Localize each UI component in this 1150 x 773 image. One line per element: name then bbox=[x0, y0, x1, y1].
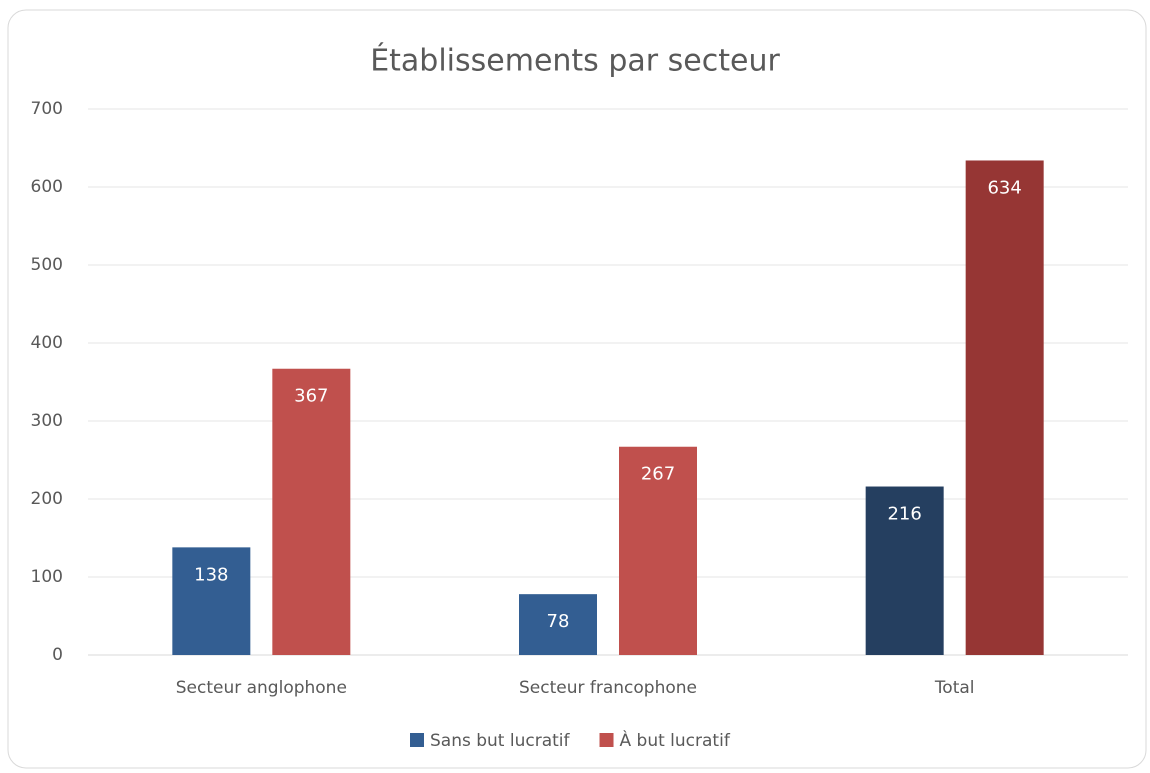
bar bbox=[965, 160, 1044, 656]
bar bbox=[272, 368, 351, 655]
x-tick-label: Secteur francophone bbox=[519, 678, 697, 698]
y-tick-label: 300 bbox=[31, 411, 63, 431]
legend-swatch bbox=[410, 733, 424, 747]
y-tick-label: 0 bbox=[52, 645, 63, 665]
data-label: 138 bbox=[194, 564, 228, 585]
legend-swatch bbox=[599, 733, 614, 747]
bar bbox=[519, 594, 597, 655]
y-tick-label: 600 bbox=[31, 177, 63, 197]
data-label: 267 bbox=[641, 464, 675, 485]
y-tick-label: 400 bbox=[31, 333, 63, 353]
x-tick-label: Secteur anglophone bbox=[176, 678, 347, 698]
y-tick-label: 100 bbox=[31, 567, 63, 587]
data-label: 634 bbox=[987, 177, 1021, 198]
bar bbox=[172, 547, 251, 655]
x-tick-label: Total bbox=[934, 678, 975, 698]
legend-label: À but lucratif bbox=[620, 729, 731, 751]
data-label: 78 bbox=[547, 611, 570, 632]
bar bbox=[619, 446, 697, 655]
y-tick-label: 200 bbox=[31, 489, 63, 509]
chart-title: Établissements par secteur bbox=[370, 43, 780, 79]
legend-label: Sans but lucratif bbox=[430, 731, 571, 751]
data-label: 216 bbox=[887, 504, 921, 525]
y-tick-label: 500 bbox=[31, 255, 63, 275]
bar bbox=[865, 486, 944, 655]
y-tick-label: 700 bbox=[31, 99, 63, 119]
data-label: 367 bbox=[294, 386, 328, 407]
